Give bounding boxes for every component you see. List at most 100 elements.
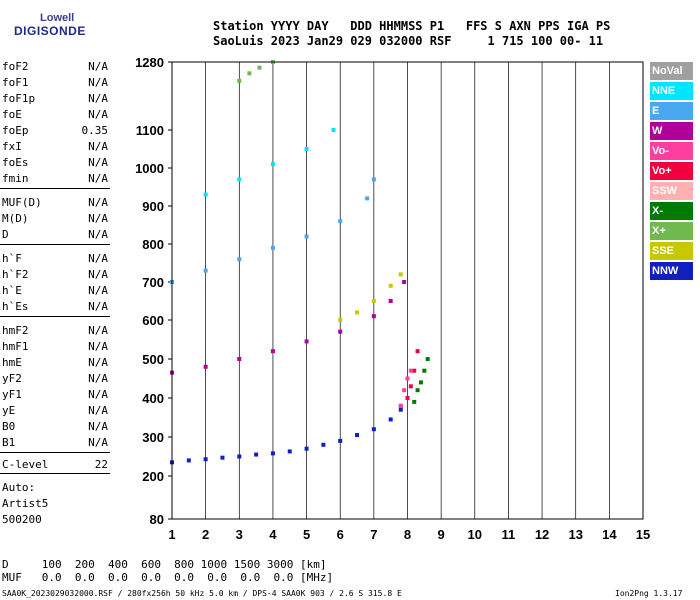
param-name-d: D: [2, 228, 9, 241]
data-point-nnw: [203, 457, 208, 462]
data-point-e: [237, 257, 242, 262]
param-name-md: M(D): [2, 212, 29, 225]
data-point-w: [402, 280, 407, 284]
footer-muf-row: MUF 0.0 0.0 0.0 0.0 0.0 0.0 0.0 0.0 [MHz…: [2, 571, 334, 584]
x-tick-label: 15: [636, 527, 650, 542]
data-point-nnw: [355, 433, 360, 438]
param-value-fmin: N/A: [88, 172, 108, 185]
param-name-hf: h`F: [2, 252, 22, 265]
param-value-hme: N/A: [88, 356, 108, 369]
x-tick-label: 11: [502, 527, 516, 542]
header-line1: Station YYYY DAY DDD HHMMSS P1 FFS S AXN…: [213, 19, 611, 33]
data-point-nnw: [321, 442, 326, 447]
param-name-hmf2: hmF2: [2, 324, 29, 337]
data-point-xminus: [418, 380, 423, 385]
auto-label: Auto:: [2, 481, 36, 494]
y-tick-label: 500: [142, 352, 164, 367]
data-point-nnw: [186, 458, 191, 463]
legend-item-voplus: Vo+: [650, 162, 693, 180]
data-point-w: [270, 349, 275, 354]
param-value-mufd: N/A: [88, 196, 108, 209]
param-name-foes: foEs: [2, 156, 29, 169]
param-name-b1: B1: [2, 436, 16, 449]
param-value-b1: N/A: [88, 436, 108, 449]
param-name-fmin: fmin: [2, 172, 29, 185]
y-tick-label: 800: [142, 237, 164, 252]
data-point-voplus: [412, 368, 417, 373]
y-tick-label: 200: [142, 469, 164, 484]
param-name-he: h`E: [2, 284, 22, 297]
x-tick-label: 10: [468, 527, 482, 542]
legend-item-w: W: [650, 122, 693, 140]
data-point-vominus: [398, 403, 403, 408]
y-tick-label: 1000: [135, 161, 164, 176]
data-point-w: [203, 364, 208, 369]
plot-frame: [171, 61, 644, 520]
y-tick-label: 1100: [136, 123, 164, 138]
y-tick-label: 300: [142, 430, 164, 445]
data-point-nne: [270, 162, 275, 167]
data-point-e: [338, 219, 343, 224]
data-point-nnw: [371, 427, 376, 432]
legend-item-xplus: X+: [650, 222, 693, 240]
x-tick-label: 12: [535, 527, 549, 542]
x-tick-label: 9: [438, 527, 445, 542]
data-point-nnw: [287, 449, 292, 454]
x-tick-label: 1: [168, 527, 175, 542]
param-value-clevel: 22: [94, 458, 108, 471]
param-name-fof1: foF1: [2, 76, 29, 89]
data-point-w: [371, 314, 376, 319]
data-point-nnw: [254, 452, 259, 457]
data-point-xplus: [237, 78, 242, 83]
param-value-hes: N/A: [88, 300, 108, 313]
data-point-w: [338, 329, 343, 334]
x-tick-label: 4: [269, 527, 277, 542]
param-name-foep: foEp: [2, 124, 29, 137]
legend-item-e: E: [650, 102, 693, 120]
x-tick-label: 6: [337, 527, 344, 542]
panel-separator: [0, 452, 110, 453]
x-tick-label: 5: [303, 527, 310, 542]
panel-separator: [0, 244, 110, 245]
legend-item-noval: NoVal: [650, 62, 693, 80]
data-point-voplus: [405, 396, 410, 400]
chart-points: [170, 60, 430, 465]
param-value-fof2: N/A: [88, 60, 108, 73]
chart-grid: [168, 61, 644, 520]
footer-version: Ion2Png 1.3.17: [615, 589, 683, 598]
param-value-yf1: N/A: [88, 388, 108, 401]
data-point-nne: [331, 128, 336, 132]
legend-item-nnw: NNW: [650, 262, 693, 280]
footer-info: SAA0K_2023029032000.RSF / 280fx256h 50 k…: [2, 589, 402, 598]
param-value-ye: N/A: [88, 404, 108, 417]
footer-distance-row: D 100 200 400 600 800 1000 1500 3000 [km…: [2, 558, 327, 571]
param-value-hf: N/A: [88, 252, 108, 265]
data-point-w: [388, 299, 393, 303]
x-tick-label: 13: [568, 527, 582, 542]
param-value-fxi: N/A: [88, 140, 108, 153]
panel-separator: [0, 188, 110, 189]
param-name-hmf1: hmF1: [2, 340, 29, 353]
param-name-hf2: h`F2: [2, 268, 29, 281]
logo-lowell: Lowell: [40, 12, 75, 24]
param-name-hme: hmE: [2, 356, 22, 369]
param-name-yf2: yF2: [2, 372, 22, 385]
param-name-fof1p: foF1p: [2, 92, 36, 105]
param-name-fxi: fxI: [2, 140, 22, 153]
param-value-fof1: N/A: [88, 76, 108, 89]
panel-separator: [0, 473, 110, 474]
param-value-hmf1: N/A: [88, 340, 108, 353]
data-point-w: [237, 357, 242, 361]
param-value-fof1p: N/A: [88, 92, 108, 105]
param-value-yf2: N/A: [88, 372, 108, 385]
panel-separator: [0, 316, 110, 317]
param-name-clevel: C-level: [2, 458, 49, 471]
header-line2: SaoLuis 2023 Jan29 029 032000 RSF 1 715 …: [213, 34, 604, 48]
param-name-fof2: foF2: [2, 60, 29, 73]
data-point-nnw: [270, 451, 275, 456]
data-point-nnw: [388, 417, 393, 422]
data-point-sse: [355, 310, 360, 315]
data-point-nnw: [398, 407, 403, 412]
data-point-nne: [237, 177, 242, 182]
